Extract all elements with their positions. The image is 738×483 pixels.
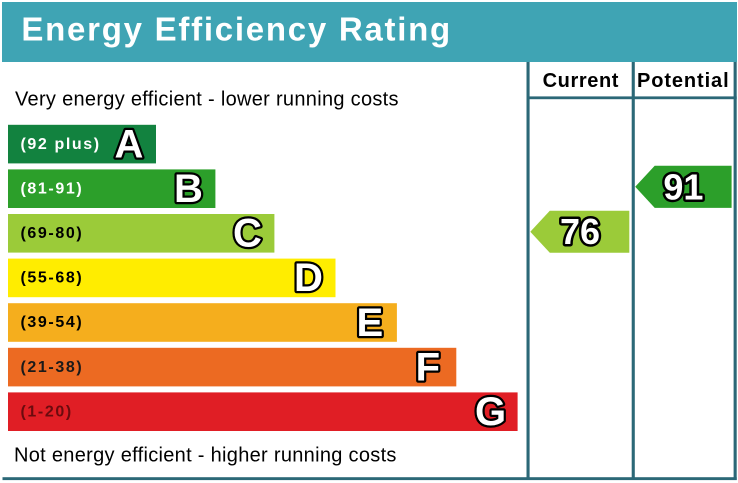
svg-text:(39-54): (39-54) xyxy=(21,314,84,331)
svg-text:B: B xyxy=(174,167,203,211)
svg-text:Very energy efficient - lower: Very energy efficient - lower running co… xyxy=(15,89,399,111)
svg-text:76: 76 xyxy=(560,211,600,252)
svg-text:Current: Current xyxy=(543,70,619,92)
svg-text:G: G xyxy=(475,390,506,434)
svg-text:A: A xyxy=(115,122,144,166)
svg-text:(55-68): (55-68) xyxy=(21,270,84,287)
svg-text:C: C xyxy=(233,212,262,256)
svg-text:F: F xyxy=(416,345,440,389)
svg-text:Potential: Potential xyxy=(637,70,730,92)
svg-text:(69-80): (69-80) xyxy=(21,225,84,242)
svg-text:(21-38): (21-38) xyxy=(21,359,84,376)
svg-text:91: 91 xyxy=(663,167,703,208)
svg-text:Energy Efficiency Rating: Energy Efficiency Rating xyxy=(21,11,452,48)
svg-text:(81-91): (81-91) xyxy=(21,180,84,197)
svg-text:Not energy efficient - higher: Not energy efficient - higher running co… xyxy=(14,444,397,466)
svg-text:(92 plus): (92 plus) xyxy=(21,136,101,153)
svg-text:D: D xyxy=(294,256,323,300)
svg-text:(1-20): (1-20) xyxy=(21,403,73,420)
svg-text:E: E xyxy=(357,301,384,345)
